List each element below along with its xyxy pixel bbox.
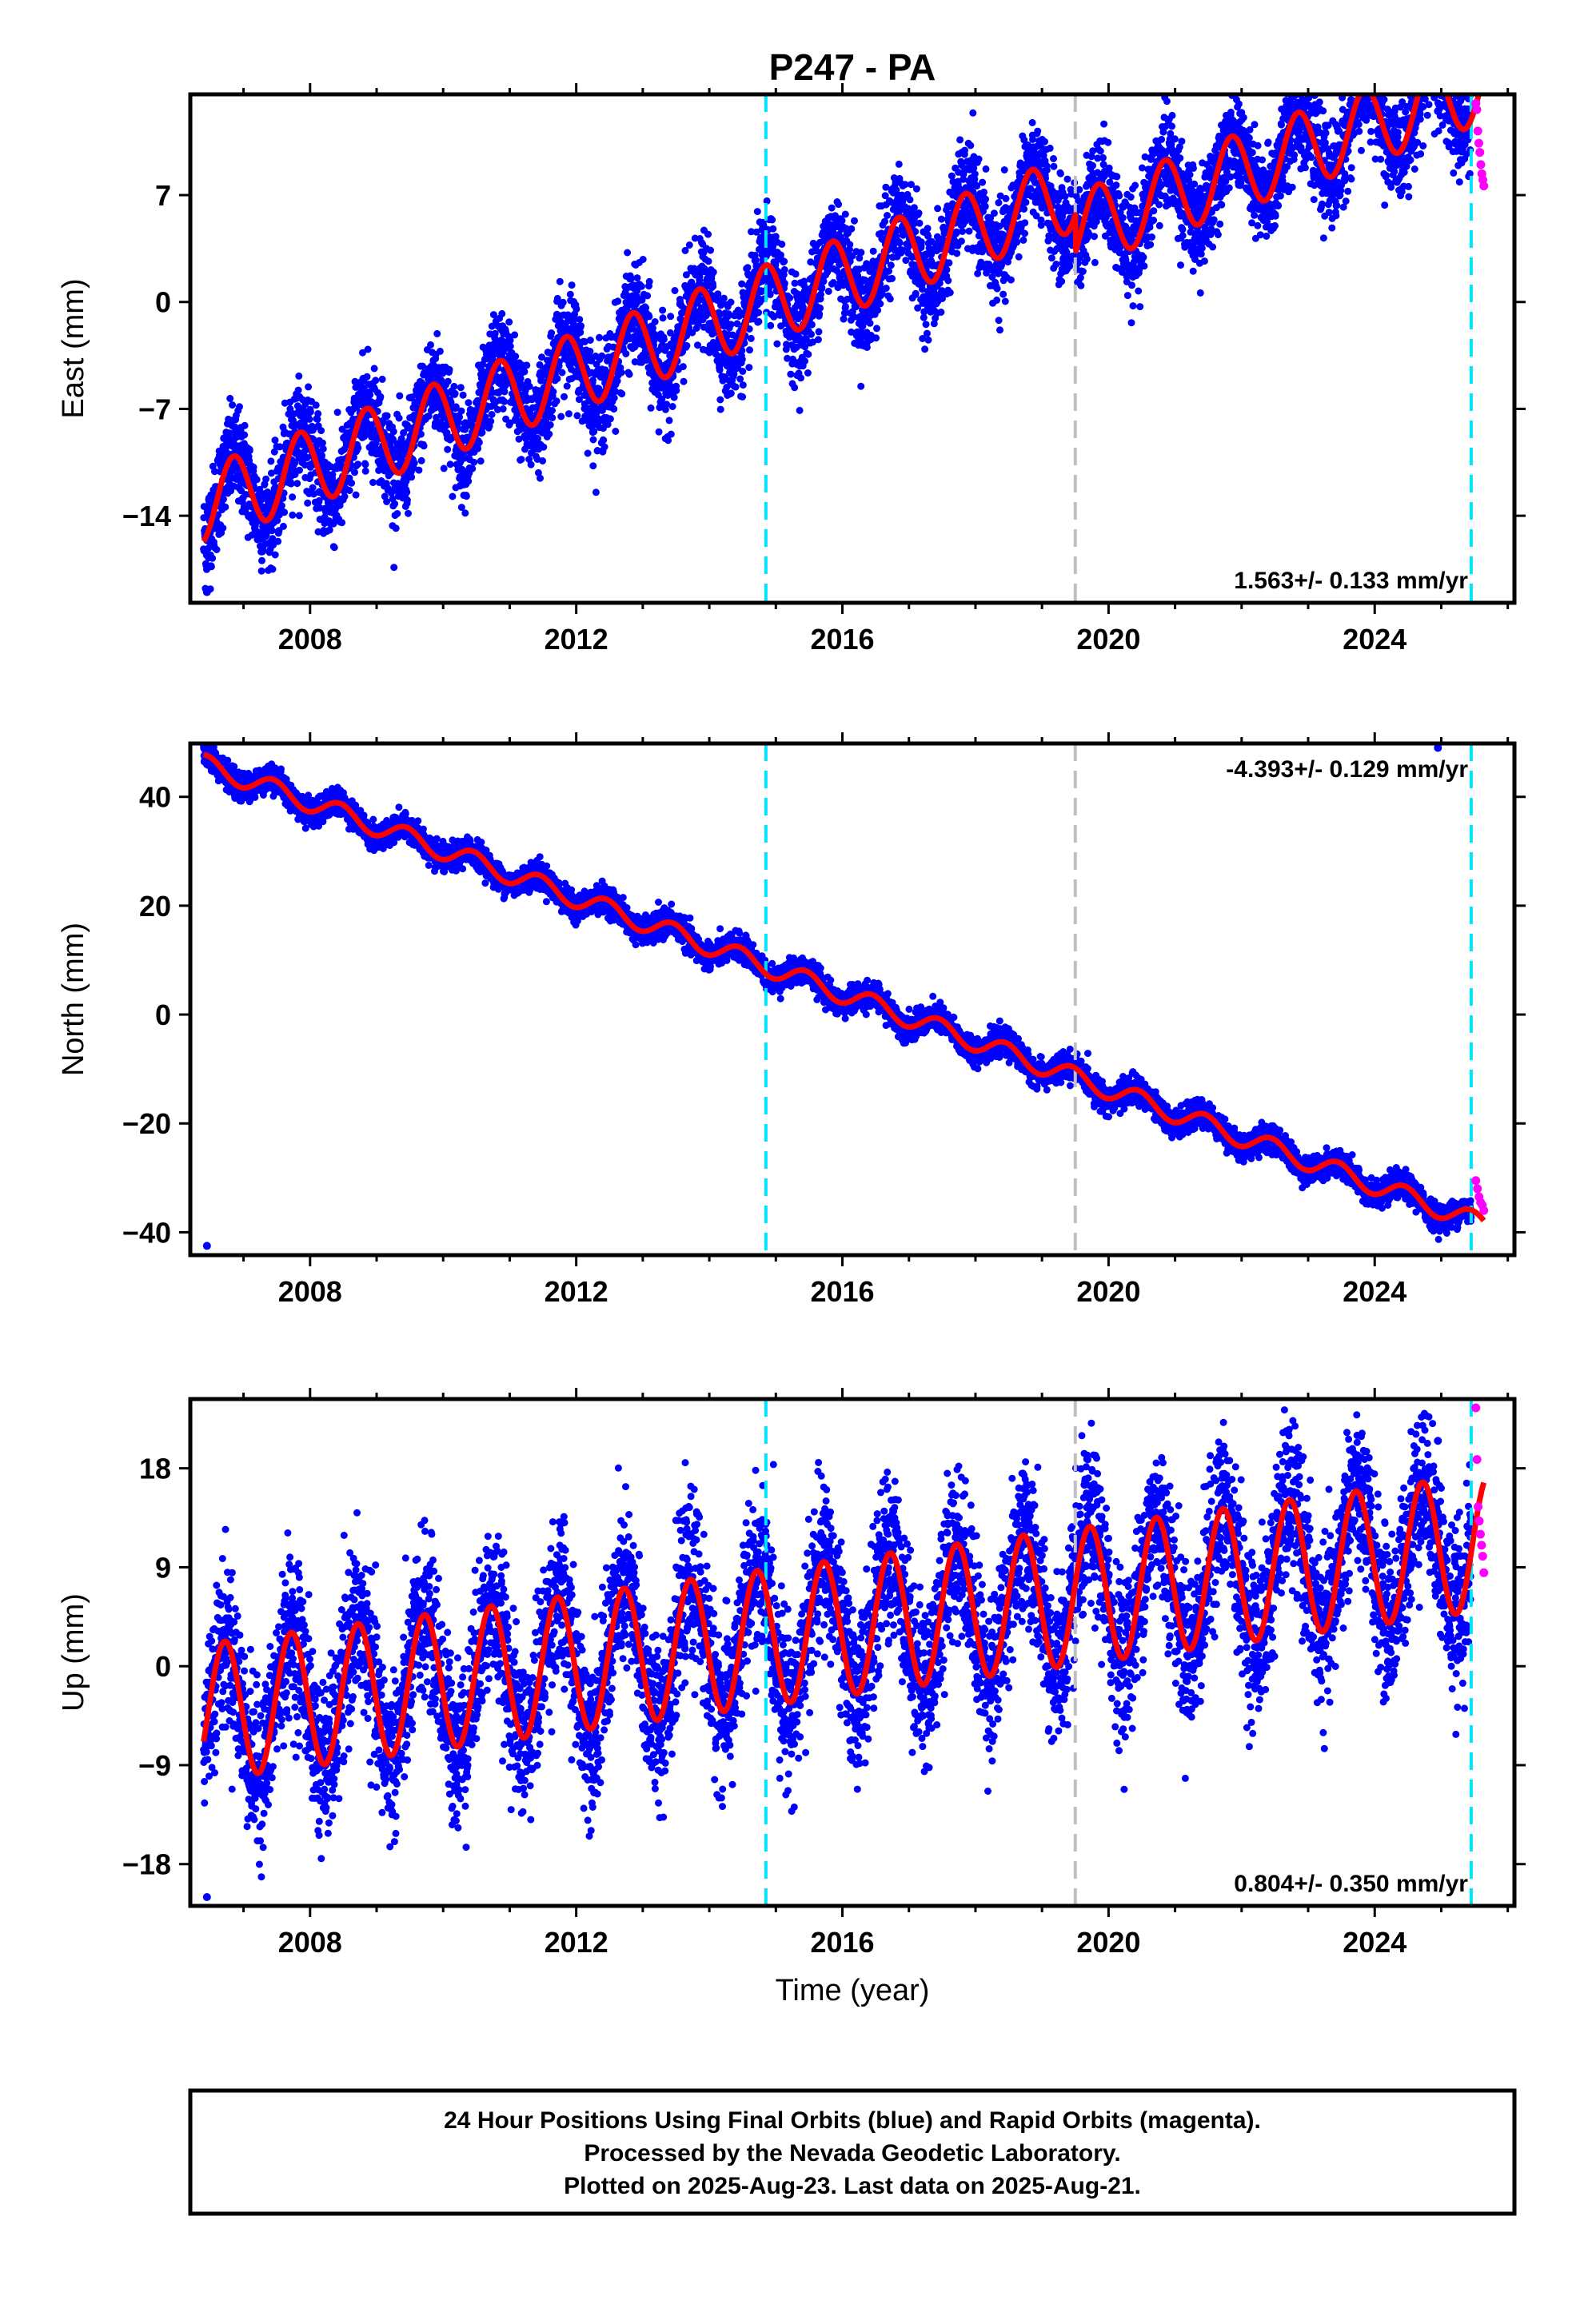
north-final-orbit-points [200, 740, 1474, 1243]
north-y-axis-label: North (mm) [57, 923, 90, 1076]
up-xtick-label-2024: 2024 [1343, 1926, 1406, 1959]
east-rapid-point-5 [1476, 160, 1485, 169]
north-ytick-label-0: 0 [155, 999, 171, 1031]
north-ytick-label--40: −40 [122, 1216, 171, 1249]
east-rapid-orbit-points [1471, 99, 1488, 190]
east-panel: 2008 2012 2016 2020 2024 −14 −7 0 7 East (mm) 1.56… [57, 2, 1526, 656]
footer-line-1: 24 Hour Positions Using Final Orbits (bl… [444, 2107, 1261, 2134]
up-rapid-point-7 [1479, 1569, 1488, 1577]
up-plot-area [200, 1348, 1488, 1906]
up-rapid-point-0 [1471, 1404, 1480, 1413]
up-velocity-label: 0.804+/- 0.350 mm/yr [1234, 1871, 1468, 1897]
east-rapid-point-2 [1474, 126, 1482, 135]
north-final-orbit-markers [200, 740, 1474, 1243]
up-ytick-label-18: 18 [139, 1453, 171, 1485]
east-max-point [1434, 107, 1442, 115]
east-xtick-label-2008: 2008 [278, 623, 342, 656]
footer-box: 24 Hour Positions Using Final Orbits (bl… [190, 2091, 1514, 2214]
up-ytick-label--9: −9 [138, 1749, 171, 1782]
east-min-point [203, 588, 211, 596]
north-xtick-label-2008: 2008 [278, 1275, 342, 1308]
up-rapid-point-4 [1476, 1530, 1485, 1539]
up-xtick-label-2020: 2020 [1076, 1926, 1140, 1959]
up-panel: 2008 2012 2016 2020 2024 −18 −9 0 9 18 Up (mm) Time… [57, 1348, 1526, 2007]
up-xtick-label-2008: 2008 [278, 1926, 342, 1959]
up-rapid-point-3 [1475, 1517, 1484, 1525]
footer-line-2: Processed by the Nevada Geodetic Laborat… [584, 2140, 1120, 2167]
north-ytick-label-20: 20 [139, 890, 171, 923]
east-ytick-label-7: 7 [155, 179, 171, 212]
up-ytick-label--18: −18 [122, 1848, 171, 1881]
up-xtick-label-2016: 2016 [810, 1926, 874, 1959]
north-xtick-label-2016: 2016 [810, 1275, 874, 1308]
up-x-axis-label: Time (year) [776, 1974, 930, 2007]
east-xtick-label-2024: 2024 [1343, 623, 1406, 656]
up-y-axis-label: Up (mm) [57, 1593, 90, 1712]
up-rapid-point-6 [1478, 1552, 1487, 1561]
east-rapid-point-1 [1472, 106, 1481, 114]
north-xtick-label-2024: 2024 [1343, 1275, 1406, 1308]
east-xtick-label-2012: 2012 [545, 623, 608, 656]
east-rapid-point-3 [1474, 139, 1483, 148]
chart-title: P247 - PA [769, 46, 936, 88]
north-min-point [203, 1242, 211, 1250]
up-rapid-point-1 [1473, 1455, 1482, 1464]
east-xtick-label-2016: 2016 [810, 623, 874, 656]
north-plot-area [200, 740, 1488, 1255]
east-xtick-label-2020: 2020 [1076, 623, 1140, 656]
east-ytick-label--14: −14 [122, 500, 171, 532]
north-panel: 2008 2012 2016 2020 2024 −40 −20 0 20 40 North (mm… [57, 732, 1526, 1308]
up-ytick-label-9: 9 [155, 1551, 171, 1584]
east-y-axis-label: East (mm) [57, 278, 90, 418]
north-xtick-label-2020: 2020 [1076, 1275, 1140, 1308]
north-ytick-label--20: −20 [122, 1107, 171, 1140]
up-rapid-point-2 [1474, 1502, 1482, 1511]
east-rapid-point-4 [1475, 148, 1484, 157]
north-xtick-label-2012: 2012 [545, 1275, 608, 1308]
east-ytick-label--7: −7 [138, 393, 171, 425]
north-velocity-label: -4.393+/- 0.129 mm/yr [1226, 756, 1468, 783]
east-rapid-point-8 [1479, 181, 1488, 190]
north-rapid-point-5 [1479, 1206, 1488, 1215]
east-velocity-label: 1.563+/- 0.133 mm/yr [1234, 568, 1468, 594]
north-ytick-label-40: 40 [139, 781, 171, 814]
up-min-point [203, 1893, 211, 1901]
footer-line-3: Plotted on 2025-Aug-23. Last data on 202… [564, 2173, 1141, 2199]
north-rapid-point-1 [1473, 1184, 1482, 1193]
up-rapid-point-5 [1477, 1541, 1486, 1549]
up-max-point [1434, 1437, 1442, 1445]
east-ytick-label-0: 0 [155, 286, 171, 319]
north-rapid-point-0 [1471, 1176, 1480, 1185]
up-xtick-label-2012: 2012 [545, 1926, 608, 1959]
up-ytick-label-0: 0 [155, 1650, 171, 1683]
